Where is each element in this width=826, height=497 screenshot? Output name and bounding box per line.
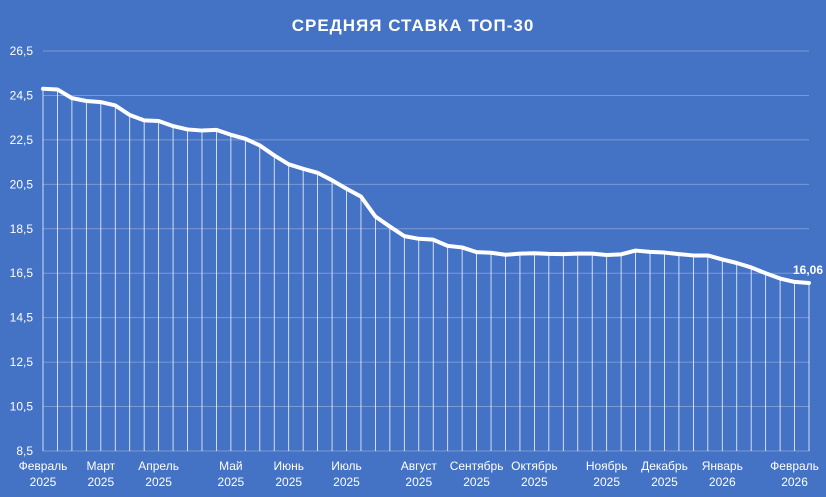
y-tick-label: 10,5 <box>10 400 34 414</box>
x-tick-label: Июнь 2025 <box>273 459 304 489</box>
x-tick-label: Декабрь 2025 <box>641 459 688 489</box>
x-tick-month: Март <box>86 459 115 473</box>
x-tick-year: 2025 <box>333 475 360 489</box>
grid-lines <box>43 50 809 452</box>
x-tick-label: Август 2025 <box>401 459 438 489</box>
x-tick-month: Январь <box>702 459 743 473</box>
data-labels: 16,06 <box>793 263 823 277</box>
x-tick-month: Октябрь <box>511 459 558 473</box>
y-tick-label: 18,5 <box>10 222 34 236</box>
y-tick-label: 16,5 <box>10 266 34 280</box>
data-label: 16,06 <box>793 263 823 277</box>
x-tick-year: 2025 <box>275 475 302 489</box>
y-tick-label: 8,5 <box>16 444 33 458</box>
x-tick-year: 2025 <box>145 475 172 489</box>
x-tick-year: 2025 <box>87 475 114 489</box>
x-tick-month: Июль <box>331 459 362 473</box>
y-axis: 8,5 10,5 12,5 14,5 16,5 18,5 20,5 22,5 24,5 26,5 <box>10 44 34 458</box>
x-tick-month: Декабрь <box>641 459 688 473</box>
x-tick-label: Апрель 2025 <box>138 459 179 489</box>
x-tick-label: Февраль 2025 <box>19 459 68 489</box>
x-tick-month: Апрель <box>138 459 179 473</box>
series-line <box>41 86 811 285</box>
x-tick-label: Май 2025 <box>218 459 245 489</box>
x-tick-label: Март 2025 <box>86 459 115 489</box>
x-tick-month: Ноябрь <box>586 459 628 473</box>
x-tick-label: Февраль 2026 <box>770 459 819 489</box>
x-tick-month: Февраль <box>19 459 68 473</box>
x-tick-month: Июнь <box>273 459 304 473</box>
series-line-group <box>41 86 811 285</box>
x-tick-month: Май <box>219 459 243 473</box>
x-tick-year: 2025 <box>218 475 245 489</box>
y-tick-label: 24,5 <box>10 88 34 102</box>
x-tick-year: 2025 <box>405 475 432 489</box>
y-tick-label: 22,5 <box>10 133 34 147</box>
x-tick-label: Ноябрь 2025 <box>586 459 628 489</box>
chart-title: СРЕДНЯЯ СТАВКА ТОП-30 <box>292 16 535 35</box>
x-tick-label: Июль 2025 <box>331 459 362 489</box>
y-tick-label: 20,5 <box>10 177 34 191</box>
x-tick-year: 2026 <box>709 475 736 489</box>
x-tick-year: 2025 <box>30 475 57 489</box>
x-tick-label: Сентябрь 2025 <box>450 459 504 489</box>
x-tick-month: Сентябрь <box>450 459 504 473</box>
x-tick-year: 2025 <box>593 475 620 489</box>
x-tick-year: 2025 <box>463 475 490 489</box>
y-tick-label: 12,5 <box>10 355 34 369</box>
drop-lines <box>42 88 810 451</box>
x-tick-year: 2025 <box>651 475 678 489</box>
x-tick-label: Октябрь 2025 <box>511 459 558 489</box>
x-tick-month: Август <box>401 459 438 473</box>
x-tick-year: 2026 <box>781 475 808 489</box>
y-tick-label: 26,5 <box>10 44 34 58</box>
x-tick-month: Февраль <box>770 459 819 473</box>
x-tick-year: 2025 <box>521 475 548 489</box>
y-tick-label: 14,5 <box>10 311 34 325</box>
x-tick-label: Январь 2026 <box>702 459 743 489</box>
